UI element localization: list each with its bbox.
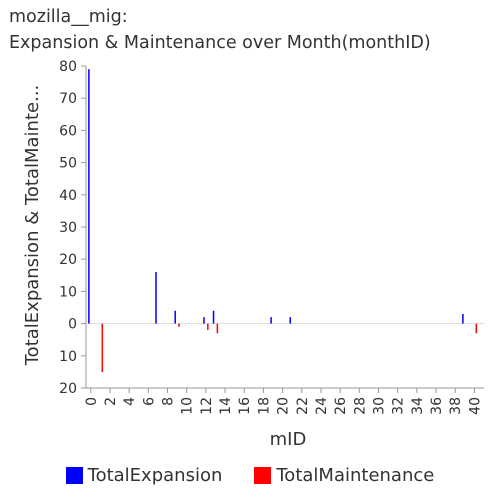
x-tick-label: 18 <box>256 397 272 415</box>
bar-maintenance <box>475 323 478 334</box>
bar-expansion <box>88 69 90 324</box>
x-tick-label: 28 <box>352 397 368 415</box>
y-tick-label: 20 <box>59 252 77 268</box>
x-tick-label: 22 <box>295 397 311 415</box>
y-tick-label: 60 <box>59 123 77 139</box>
bar-expansion <box>174 310 176 324</box>
bar-expansion <box>462 313 464 324</box>
legend-label-maintenance: TotalMaintenance <box>276 465 435 486</box>
y-tick-label: 10 <box>59 349 77 365</box>
bar-expansion <box>155 272 157 324</box>
chart-title-line-2: Expansion & Maintenance over Month(month… <box>9 33 431 53</box>
bar-expansion <box>203 317 205 324</box>
x-tick-label: 20 <box>276 397 292 415</box>
x-tick-label: 16 <box>237 397 253 415</box>
y-tick-label: 0 <box>68 317 77 333</box>
legend-swatch-maintenance <box>254 467 272 484</box>
legend-swatch-expansion <box>65 467 83 484</box>
y-tick-label: 20 <box>59 381 77 397</box>
x-tick-label: 2 <box>103 397 119 406</box>
y-tick-label: 40 <box>59 188 77 204</box>
x-tick-label: 8 <box>161 397 177 406</box>
y-tick-label: 10 <box>59 284 77 300</box>
bar-maintenance <box>178 323 180 327</box>
y-axis-title: TotalExpansion & TotalMainte... <box>22 85 43 367</box>
y-tick-label: 80 <box>59 59 77 75</box>
legend: TotalExpansion TotalMaintenance <box>0 465 500 486</box>
bar-maintenance <box>101 323 104 372</box>
bar-maintenance <box>207 323 209 331</box>
legend-item-expansion[interactable]: TotalExpansion <box>65 465 223 486</box>
bar-maintenance <box>216 323 219 334</box>
x-axis-title: mID <box>270 429 307 450</box>
x-tick-label: 34 <box>410 397 426 415</box>
bar-expansion <box>212 310 215 324</box>
x-tick-label: 10 <box>180 397 196 415</box>
x-tick-label: 6 <box>141 397 157 406</box>
legend-item-maintenance[interactable]: TotalMaintenance <box>254 465 434 486</box>
chart-title-line-1: mozilla__mig: <box>9 7 128 27</box>
x-tick-label: 0 <box>84 397 100 406</box>
x-tick-label: 12 <box>199 397 215 415</box>
x-tick-label: 26 <box>333 397 349 415</box>
y-tick-label: 50 <box>59 156 77 172</box>
y-tick-label: 30 <box>59 220 77 236</box>
y-tick-label: 70 <box>59 91 77 107</box>
bar-expansion <box>270 317 272 324</box>
x-tick-label: 30 <box>372 397 388 415</box>
x-tick-label: 14 <box>218 397 234 415</box>
x-tick-label: 36 <box>429 397 445 415</box>
x-tick-label: 4 <box>122 397 138 406</box>
bar-expansion <box>289 317 292 324</box>
x-tick-label: 38 <box>448 397 464 415</box>
x-tick-label: 24 <box>314 397 330 415</box>
legend-label-expansion: TotalExpansion <box>87 465 223 486</box>
x-tick-label: 32 <box>391 397 407 415</box>
x-tick-label: 40 <box>467 397 483 415</box>
